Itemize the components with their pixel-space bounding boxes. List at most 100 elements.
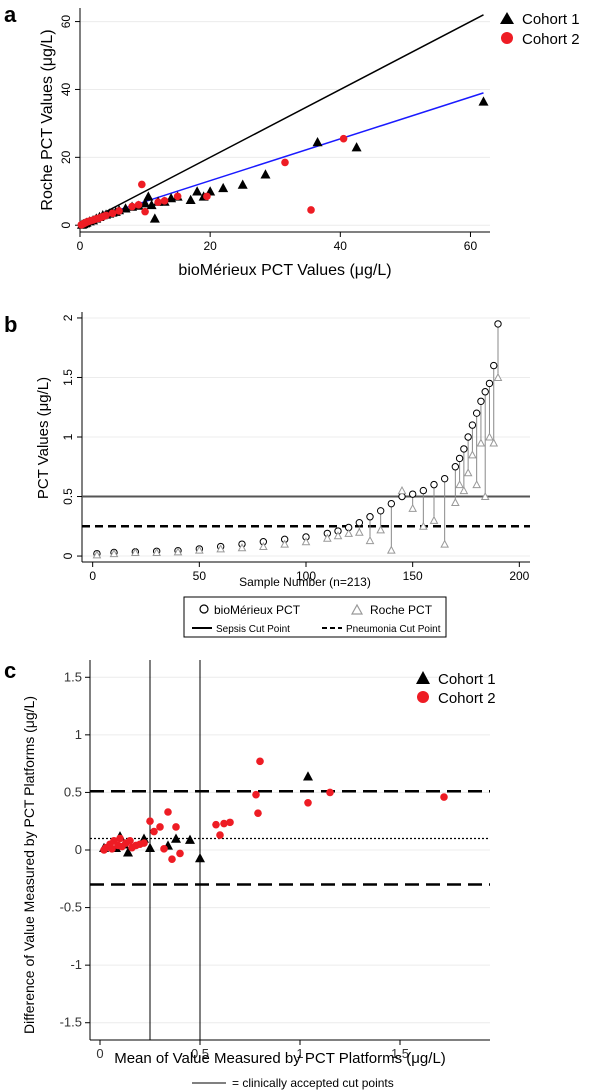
cohort2-point — [115, 207, 123, 215]
cohort1-point — [140, 198, 151, 208]
biomerieux-point — [472, 409, 481, 417]
roche-point — [429, 515, 439, 524]
legend-roche-label: Roche PCT — [370, 603, 433, 617]
y-tick-label: 2 — [61, 314, 75, 321]
panel-b-legend: bioMérieux PCT Roche PCT Sepsis Cut Poin… — [183, 596, 447, 638]
panel-a: a 0 20 40 60 0 20 40 60 bioMérieux PCT Values (… — [4, 2, 580, 279]
cohort1-point — [145, 842, 155, 852]
cohort2-point — [304, 798, 312, 807]
cohort2-point — [172, 823, 180, 831]
panel-a-lines — [79, 14, 484, 226]
y-tick-label: 20 — [59, 150, 73, 164]
roche-point — [468, 450, 477, 459]
roche-point — [216, 544, 226, 553]
roche-point — [322, 533, 332, 542]
panel-a-legend: Cohort 1 Cohort 2 — [500, 11, 580, 48]
cohort2-point — [307, 206, 315, 214]
panel-a-letter: a — [4, 2, 17, 27]
x-tick-label: 100 — [296, 569, 316, 583]
roche-point — [463, 468, 473, 477]
panel-c: c -1.5 -1 -0.5 0 0.5 1 1.5 0 0.5 1 1.5 Mean of Val… — [4, 658, 496, 1090]
panel-c-footnote: = clinically accepted cut points — [232, 1076, 394, 1090]
cohort2-point — [176, 849, 184, 858]
biomerieux-point — [387, 499, 396, 508]
legend-biomerieux-label: bioMérieux PCT — [214, 603, 301, 617]
cohort2-point — [116, 834, 124, 843]
cohort2-point — [173, 192, 182, 201]
panel-c-reference-lines — [90, 660, 490, 1040]
biomerieux-point — [355, 519, 364, 527]
panel-b-y-label: PCT Values (μg/L) — [35, 377, 52, 499]
cohort1-point — [149, 213, 160, 223]
cohort1-point — [146, 199, 157, 210]
panel-b-marks — [92, 320, 503, 559]
panel-b-ticks: 0 0.5 1 1.5 2 0 50 100 150 200 — [61, 314, 530, 583]
biomerieux-point — [430, 480, 438, 489]
legend-pneumonia-label: Pneumonia Cut Point — [346, 624, 441, 635]
cohort2-point — [164, 808, 172, 816]
roche-point — [173, 547, 183, 556]
roche-point — [408, 503, 418, 512]
cohort1-point — [185, 194, 196, 205]
cohort2-point — [138, 180, 146, 189]
x-tick-label: 1.5 — [391, 1046, 409, 1061]
x-tick-label: 0 — [96, 1046, 103, 1061]
cohort1-point — [351, 142, 362, 152]
y-tick-label: 60 — [59, 15, 73, 29]
panel-b-reference-lines — [82, 495, 530, 528]
cohort2-point — [154, 198, 162, 206]
biomerieux-point — [440, 474, 449, 483]
legend-cohort2-label: Cohort 2 — [522, 31, 580, 48]
panel-b-x-label: Sample Number (n=213) — [239, 575, 371, 589]
roche-point — [258, 541, 268, 551]
roche-point — [480, 491, 490, 501]
x-tick-label: 200 — [509, 569, 529, 583]
panel-b-grid — [82, 317, 530, 557]
y-tick-label: 0 — [61, 552, 75, 559]
regression-line — [79, 92, 484, 224]
y-tick-label: -1 — [70, 957, 82, 972]
cohort1-point — [478, 96, 489, 106]
biomerieux-point — [366, 513, 374, 521]
cohort1-point — [218, 182, 229, 193]
cohort2-point — [140, 839, 148, 847]
y-tick-label: 1.5 — [64, 669, 82, 684]
biomerieux-point — [398, 492, 406, 501]
x-tick-label: 60 — [464, 239, 478, 253]
cohort2-point — [440, 793, 448, 801]
roche-point — [280, 539, 290, 548]
roche-point — [450, 497, 460, 506]
cohort2-point — [168, 855, 176, 864]
roche-point — [194, 545, 204, 554]
legend-c-cohort2-label: Cohort 2 — [438, 690, 496, 707]
y-tick-label: 40 — [59, 82, 73, 96]
legend-cohort2-marker — [501, 32, 513, 44]
cohort2-point — [326, 788, 334, 797]
x-tick-label: 0 — [77, 239, 84, 253]
legend-c-cohort2-marker — [417, 691, 429, 703]
x-tick-label: 150 — [403, 569, 423, 583]
biomerieux-point — [376, 507, 385, 515]
x-tick-label: 20 — [203, 239, 217, 253]
legend-c-cohort1-label: Cohort 1 — [438, 671, 496, 688]
cohort2-point — [146, 817, 154, 826]
legend-c-cohort1-marker — [416, 671, 430, 684]
roche-point — [489, 438, 499, 447]
cohort2-point — [212, 820, 220, 829]
cohort2-point — [203, 192, 211, 201]
y-tick-label: 1.5 — [61, 369, 75, 386]
y-tick-label: 1 — [61, 433, 75, 440]
x-tick-label: 50 — [193, 569, 207, 583]
cohort1-point — [260, 169, 271, 179]
roche-point — [92, 550, 102, 559]
biomerieux-point — [494, 320, 502, 328]
cohort2-point — [108, 845, 116, 853]
biomerieux-point — [419, 486, 428, 495]
roche-point — [472, 480, 482, 489]
roche-point — [386, 545, 396, 554]
biomerieux-point — [408, 490, 417, 498]
roche-point — [493, 372, 503, 381]
y-tick-label: 1 — [75, 727, 82, 742]
roche-point — [301, 537, 311, 546]
